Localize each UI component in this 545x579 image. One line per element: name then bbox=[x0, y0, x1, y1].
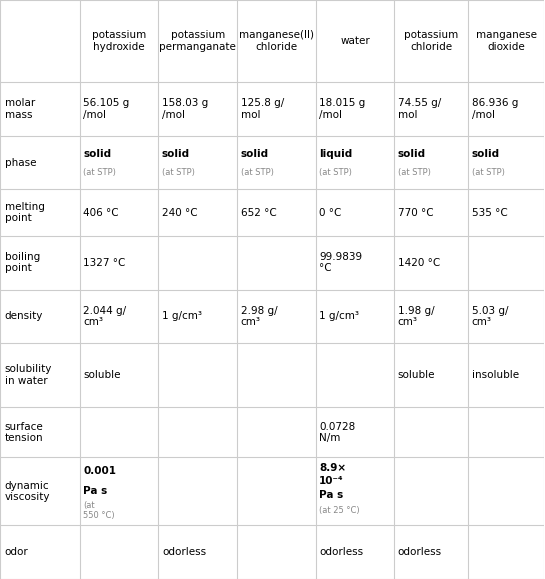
Text: phase: phase bbox=[5, 157, 36, 167]
Text: solid: solid bbox=[472, 148, 500, 159]
Text: (at STP): (at STP) bbox=[319, 168, 352, 177]
Text: boiling
point: boiling point bbox=[5, 252, 40, 273]
Text: 406 °C: 406 °C bbox=[83, 208, 119, 218]
Text: melting
point: melting point bbox=[5, 202, 45, 223]
Text: molar
mass: molar mass bbox=[5, 98, 35, 120]
Text: 1327 °C: 1327 °C bbox=[83, 258, 126, 267]
Text: potassium
hydroxide: potassium hydroxide bbox=[92, 30, 146, 52]
Text: 8.9×: 8.9× bbox=[319, 463, 347, 472]
Text: 1 g/cm³: 1 g/cm³ bbox=[162, 312, 202, 321]
Text: 770 °C: 770 °C bbox=[398, 208, 433, 218]
Text: 18.015 g
/mol: 18.015 g /mol bbox=[319, 98, 366, 120]
Text: 1.98 g/
cm³: 1.98 g/ cm³ bbox=[398, 306, 434, 327]
Text: (at 25 °C): (at 25 °C) bbox=[319, 506, 360, 515]
Text: water: water bbox=[340, 36, 370, 46]
Text: manganese
dioxide: manganese dioxide bbox=[476, 30, 536, 52]
Text: 1 g/cm³: 1 g/cm³ bbox=[319, 312, 359, 321]
Text: Pa s: Pa s bbox=[319, 490, 343, 500]
Text: solid: solid bbox=[398, 148, 426, 159]
Text: odor: odor bbox=[5, 547, 28, 557]
Text: (at STP): (at STP) bbox=[472, 168, 505, 177]
Text: solid: solid bbox=[162, 148, 190, 159]
Text: potassium
chloride: potassium chloride bbox=[404, 30, 458, 52]
Text: Pa s: Pa s bbox=[83, 486, 107, 496]
Text: odorless: odorless bbox=[398, 547, 442, 557]
Text: insoluble: insoluble bbox=[472, 371, 519, 380]
Text: 0.0728
N/m: 0.0728 N/m bbox=[319, 422, 355, 444]
Text: 158.03 g
/mol: 158.03 g /mol bbox=[162, 98, 208, 120]
Text: solid: solid bbox=[240, 148, 269, 159]
Text: 0 °C: 0 °C bbox=[319, 208, 342, 218]
Text: (at STP): (at STP) bbox=[240, 168, 274, 177]
Text: soluble: soluble bbox=[83, 371, 121, 380]
Text: 240 °C: 240 °C bbox=[162, 208, 198, 218]
Text: 74.55 g/
mol: 74.55 g/ mol bbox=[398, 98, 441, 120]
Text: solid: solid bbox=[83, 148, 112, 159]
Text: potassium
permanganate: potassium permanganate bbox=[159, 30, 236, 52]
Text: density: density bbox=[5, 312, 43, 321]
Text: solubility
in water: solubility in water bbox=[5, 364, 52, 386]
Text: surface
tension: surface tension bbox=[5, 422, 44, 444]
Text: 56.105 g
/mol: 56.105 g /mol bbox=[83, 98, 130, 120]
Text: odorless: odorless bbox=[162, 547, 206, 557]
Text: 652 °C: 652 °C bbox=[240, 208, 276, 218]
Text: 99.9839
°C: 99.9839 °C bbox=[319, 252, 362, 273]
Text: (at STP): (at STP) bbox=[398, 168, 431, 177]
Text: 2.98 g/
cm³: 2.98 g/ cm³ bbox=[240, 306, 277, 327]
Text: (at STP): (at STP) bbox=[162, 168, 195, 177]
Text: soluble: soluble bbox=[398, 371, 435, 380]
Text: (at STP): (at STP) bbox=[83, 168, 116, 177]
Text: (at
550 °C): (at 550 °C) bbox=[83, 501, 115, 520]
Text: 2.044 g/
cm³: 2.044 g/ cm³ bbox=[83, 306, 126, 327]
Text: 535 °C: 535 °C bbox=[472, 208, 507, 218]
Text: dynamic
viscosity: dynamic viscosity bbox=[5, 481, 50, 502]
Text: 86.936 g
/mol: 86.936 g /mol bbox=[472, 98, 518, 120]
Text: 125.8 g/
mol: 125.8 g/ mol bbox=[240, 98, 284, 120]
Text: 1420 °C: 1420 °C bbox=[398, 258, 440, 267]
Text: 5.03 g/
cm³: 5.03 g/ cm³ bbox=[472, 306, 508, 327]
Text: 0.001: 0.001 bbox=[83, 466, 116, 476]
Text: 10⁻⁴: 10⁻⁴ bbox=[319, 477, 344, 486]
Text: manganese(II)
chloride: manganese(II) chloride bbox=[239, 30, 314, 52]
Text: odorless: odorless bbox=[319, 547, 364, 557]
Text: liquid: liquid bbox=[319, 148, 353, 159]
